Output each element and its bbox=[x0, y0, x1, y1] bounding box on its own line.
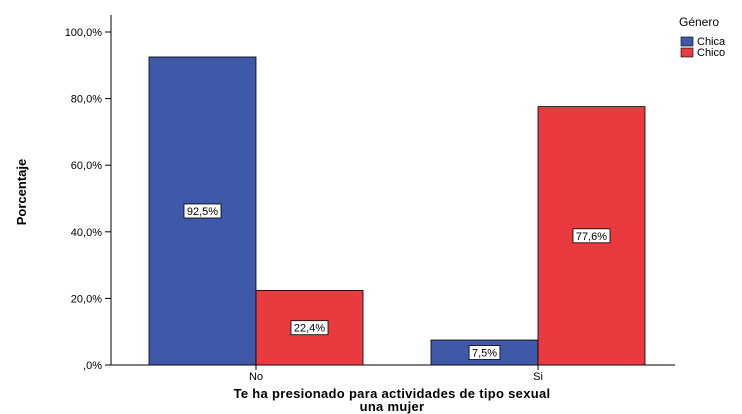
x-tick-label: Si bbox=[533, 371, 543, 383]
x-axis-label-line-1: Te ha presionado para actividades de tip… bbox=[234, 386, 551, 401]
legend-title: Género bbox=[679, 15, 719, 29]
data-label-box bbox=[468, 345, 501, 360]
legend: Género Chica Chico bbox=[679, 15, 726, 59]
data-label: 92,5% bbox=[187, 206, 218, 218]
legend-swatch-chico bbox=[680, 47, 694, 58]
y-axis: ,0% 20,0% 40,0% 60,0% 80,0% 100,0% bbox=[65, 15, 112, 372]
legend-swatch-chica bbox=[680, 36, 694, 47]
y-tick-label: 100,0% bbox=[65, 27, 103, 39]
data-label: 22,4% bbox=[294, 323, 325, 335]
y-tick-label: 60,0% bbox=[71, 160, 102, 172]
legend-label-chico: Chico bbox=[697, 47, 725, 59]
legend-label-chica: Chica bbox=[697, 36, 726, 48]
y-tick-label: 80,0% bbox=[71, 94, 102, 106]
data-label: 77,6% bbox=[576, 231, 607, 243]
data-label-box bbox=[290, 320, 329, 336]
y-tick-label: 40,0% bbox=[71, 227, 102, 239]
x-axis: No Si bbox=[111, 364, 675, 383]
data-labels-group: 92,5% 22,4% 7,5% 77,6% bbox=[183, 203, 611, 360]
bars-group bbox=[148, 56, 646, 366]
y-axis-label: Porcentaje bbox=[14, 159, 29, 225]
data-label-box bbox=[183, 203, 222, 219]
y-tick-label: 20,0% bbox=[71, 293, 102, 305]
y-tick-label: ,0% bbox=[83, 360, 102, 372]
x-tick-label: No bbox=[249, 371, 263, 383]
x-axis-label-line-2: una mujer bbox=[360, 399, 425, 414]
data-label-box bbox=[572, 228, 611, 244]
data-label: 7,5% bbox=[472, 348, 497, 360]
